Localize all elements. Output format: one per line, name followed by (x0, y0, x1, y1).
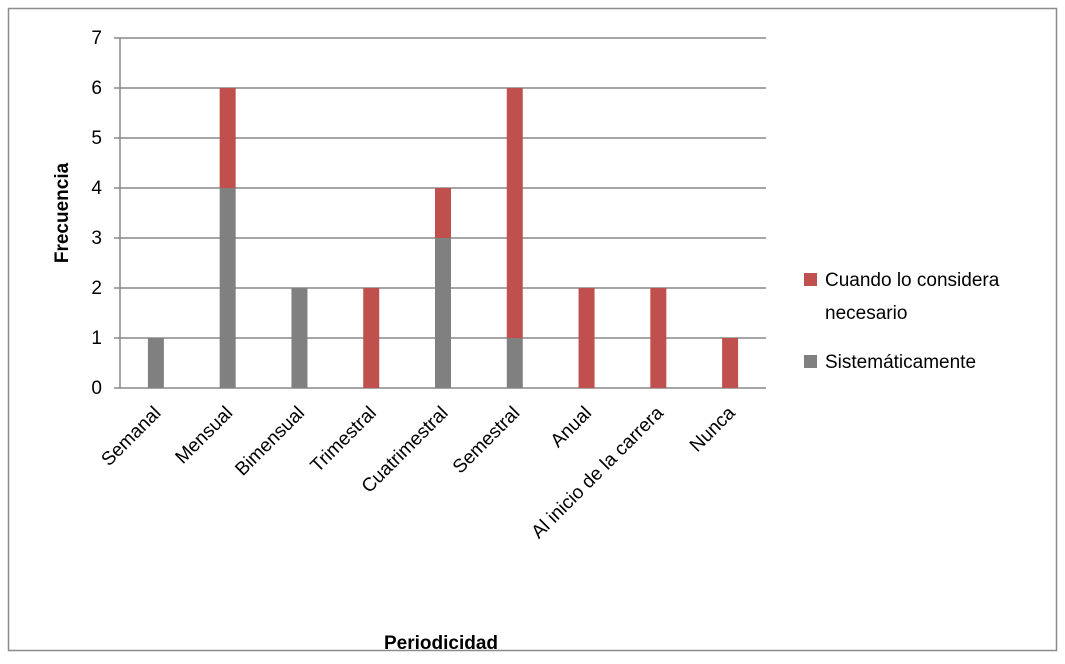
y-tick-label: 7 (91, 28, 102, 49)
y-tick-label: 1 (91, 328, 102, 349)
bar-segment (219, 88, 236, 188)
x-axis-title: Periodicidad (384, 633, 498, 654)
y-tick-label: 2 (91, 278, 102, 299)
bar-segment (722, 338, 739, 388)
bar-segment (363, 288, 380, 388)
bar-segment (219, 188, 236, 388)
y-tick-label: 4 (91, 178, 102, 199)
bar-segment (506, 88, 523, 338)
y-tick-label: 5 (91, 128, 102, 149)
y-axis-title: Frecuencia (52, 162, 73, 263)
bar-segment (291, 288, 308, 388)
legend-label-cuando-line2: necesario (825, 303, 907, 324)
legend-swatch-sistematicamente (804, 355, 817, 368)
bar-segment (435, 238, 451, 388)
y-tick-label: 6 (91, 78, 102, 99)
y-tick-label: 0 (91, 378, 102, 399)
legend-swatch-cuando (804, 273, 817, 286)
bars (147, 88, 739, 388)
legend: Cuando lo considera necesario Sistemátic… (804, 270, 1000, 373)
chart-border (7, 7, 1058, 652)
bar-segment (650, 288, 667, 388)
bar-segment (578, 288, 595, 388)
legend-label-sistematicamente: Sistemáticamente (825, 352, 976, 373)
y-tick-label: 3 (91, 228, 102, 249)
bar-segment (147, 338, 164, 388)
bar-segment (435, 188, 451, 238)
bar-segment (506, 338, 523, 388)
y-tick-labels: 0 1 2 3 4 5 6 7 (91, 28, 102, 399)
legend-label-cuando-line1: Cuando lo considera (825, 270, 1000, 291)
